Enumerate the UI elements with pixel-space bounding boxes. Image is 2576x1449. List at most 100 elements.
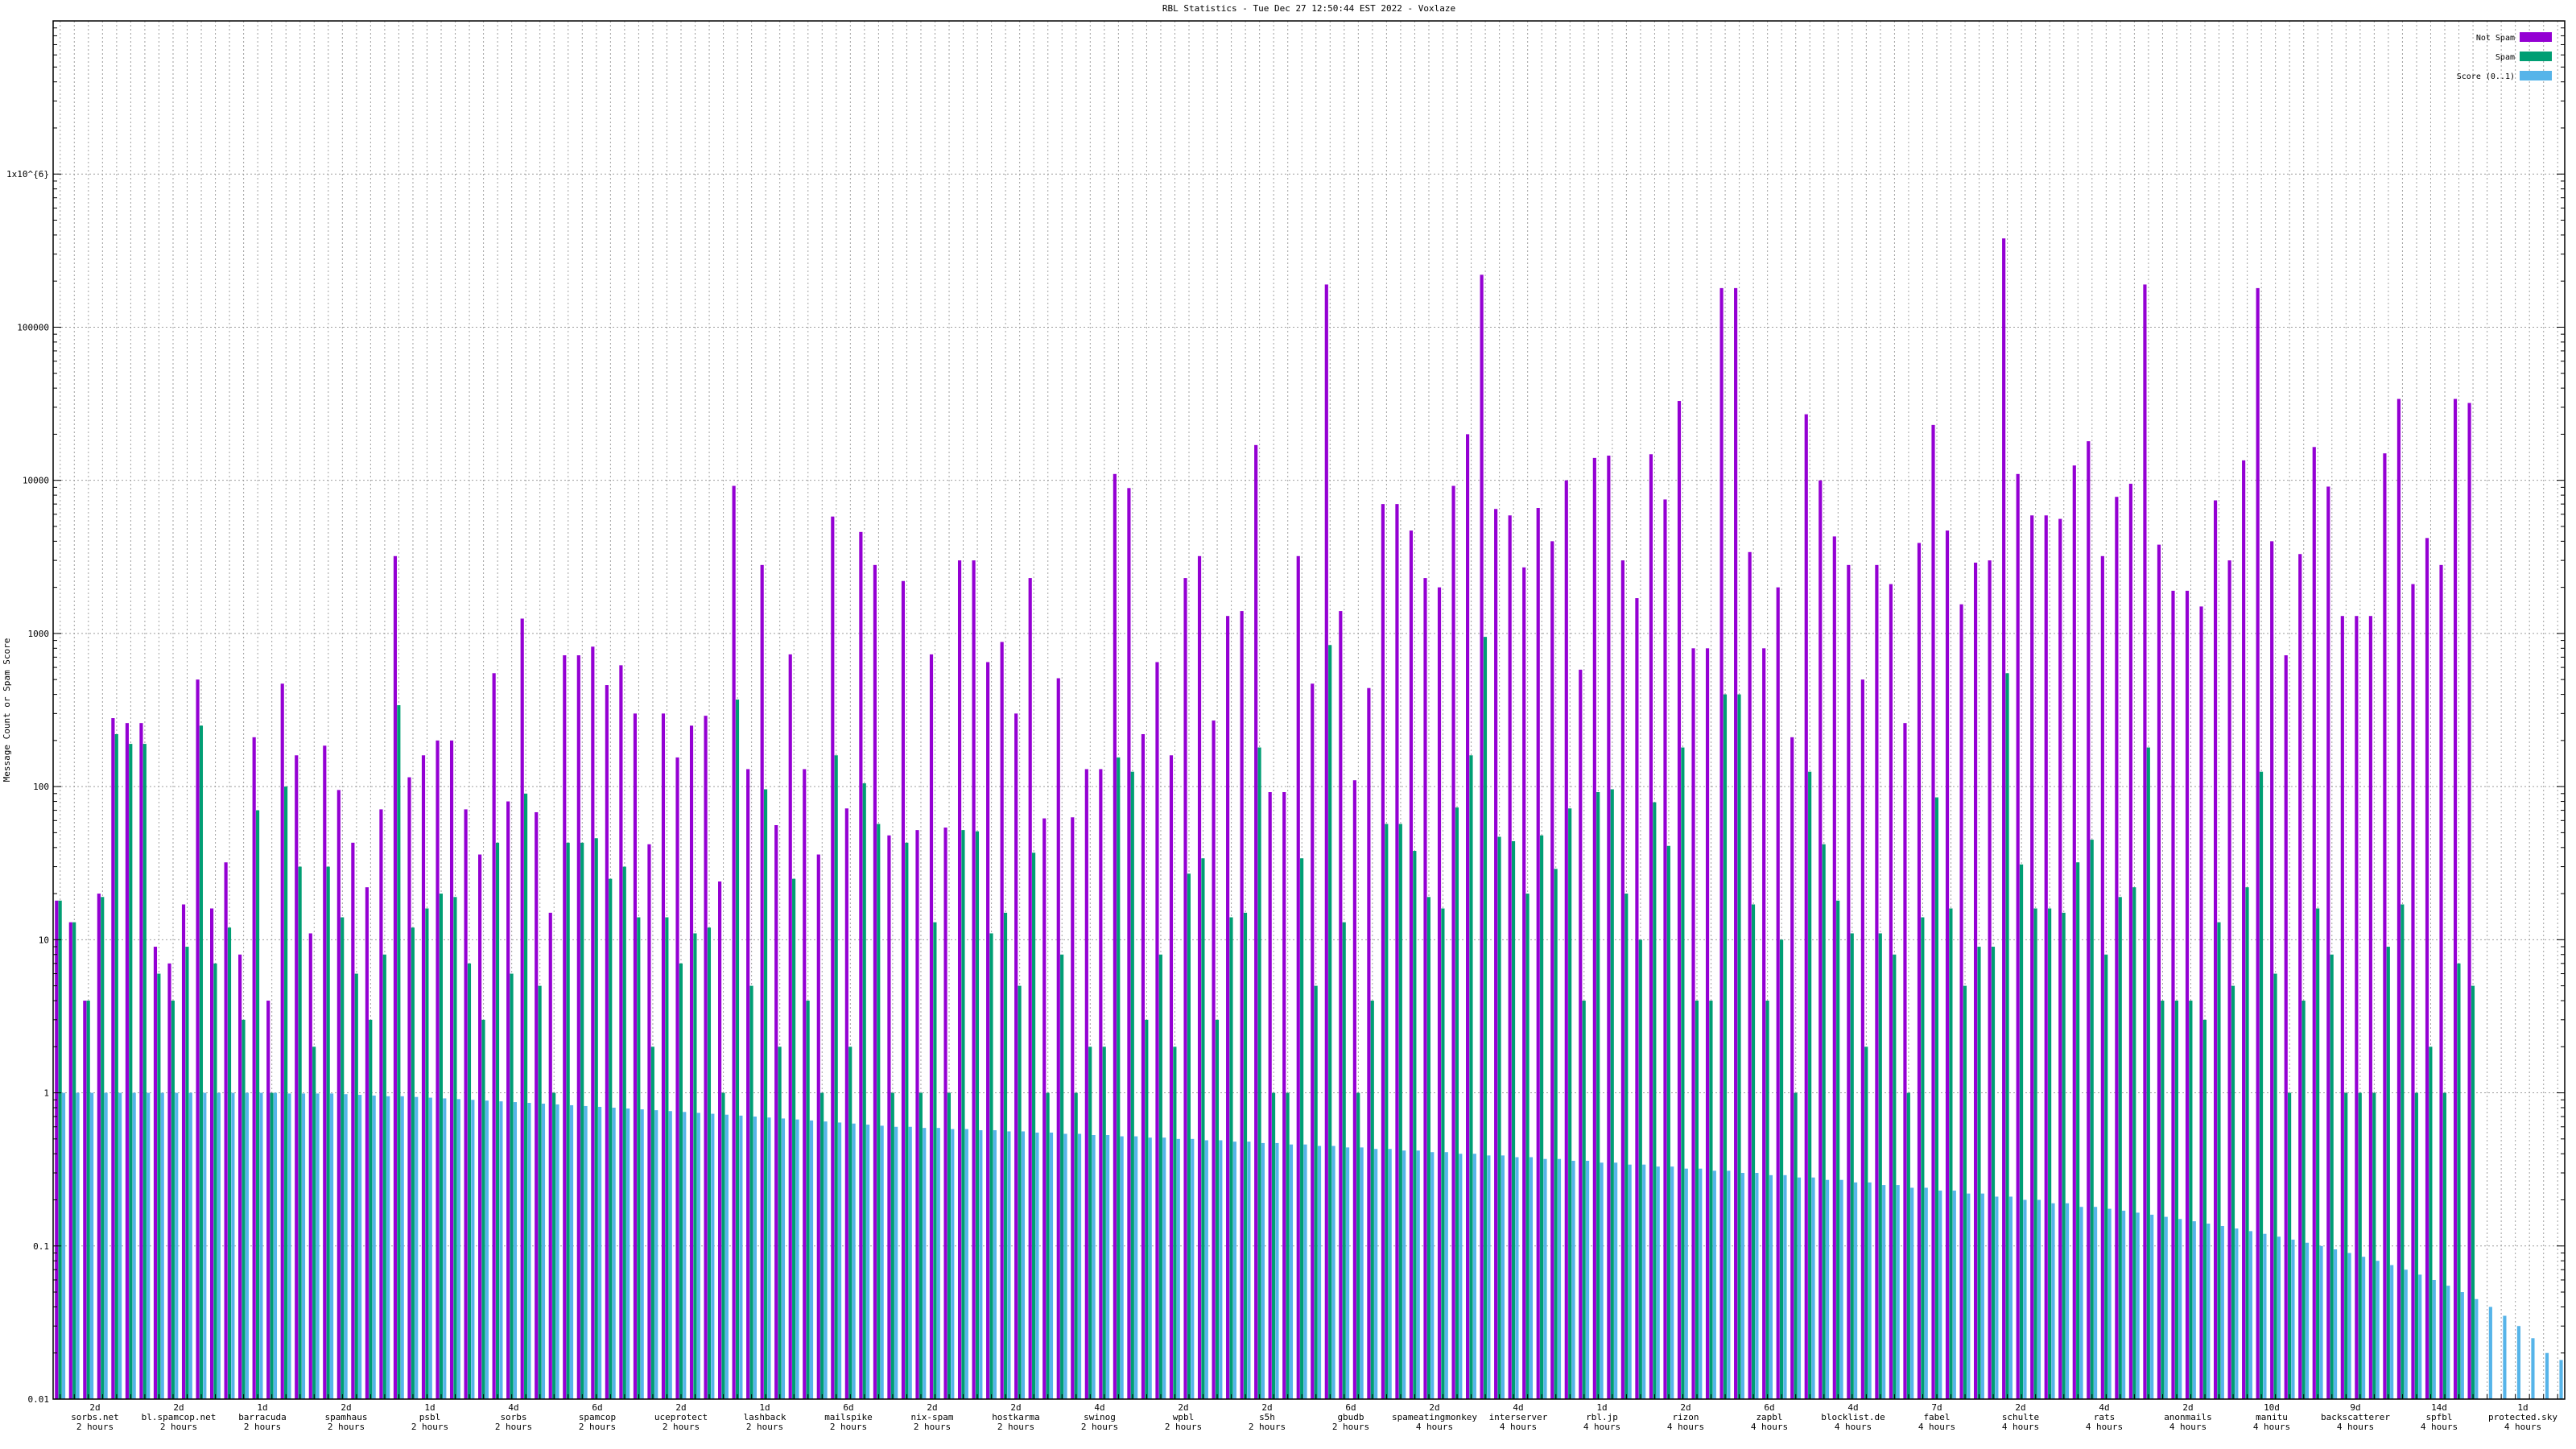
score-bar: [1727, 1170, 1731, 1399]
spam-bar: [1638, 939, 1642, 1399]
spam-bar: [2429, 1046, 2433, 1399]
spam-bar: [1229, 917, 1233, 1399]
legend-label: Score (0..1): [2457, 72, 2515, 81]
not-spam-bar: [252, 737, 256, 1399]
not-spam-bar: [803, 769, 807, 1399]
spam-bar: [848, 1046, 852, 1399]
score-bar: [231, 1092, 235, 1399]
spam-bar: [1666, 845, 1670, 1399]
score-bar: [880, 1125, 884, 1399]
score-bar: [147, 1092, 151, 1399]
score-bar: [160, 1092, 164, 1399]
not-spam-bar: [1508, 515, 1512, 1400]
not-spam-bar: [1579, 669, 1583, 1399]
x-tick-label: 2d sorbs.net 2 hours: [71, 1402, 119, 1432]
score-bar: [443, 1098, 447, 1399]
score-bar: [217, 1092, 221, 1399]
spam-bar: [1765, 1001, 1769, 1399]
spam-bar: [1525, 894, 1530, 1399]
score-bar: [2178, 1219, 2182, 1399]
spam-bar: [157, 973, 161, 1399]
spam-bar: [382, 954, 386, 1399]
score-bar: [612, 1107, 616, 1399]
not-spam-bar: [1748, 551, 1752, 1399]
not-spam-bar: [2100, 555, 2104, 1400]
not-spam-bar: [1734, 287, 1738, 1399]
not-spam-bar: [1311, 683, 1315, 1399]
not-spam-bar: [1014, 713, 1018, 1399]
score-bar: [358, 1095, 362, 1399]
score-bar: [1868, 1182, 1872, 1399]
spam-bar: [1794, 1092, 1798, 1399]
score-bar: [1656, 1166, 1660, 1399]
spam-bar: [199, 725, 204, 1399]
spam-bar: [369, 1019, 373, 1399]
not-spam-bar: [421, 755, 426, 1399]
not-spam-bar: [1226, 616, 1230, 1399]
score-bar: [2475, 1298, 2479, 1399]
score-bar: [838, 1122, 842, 1399]
spam-bar: [877, 824, 881, 1399]
not-spam-bar: [1127, 488, 1131, 1399]
x-tick-label: 2d bl.spamcop.net 2 hours: [142, 1402, 217, 1432]
spam-bar: [1088, 1046, 1092, 1399]
not-spam-bar: [1620, 560, 1624, 1399]
score-bar: [1374, 1149, 1378, 1399]
score-bar: [2263, 1233, 2267, 1399]
score-bar: [1232, 1141, 1236, 1399]
not-spam-bar: [336, 790, 341, 1399]
score-bar: [979, 1129, 983, 1399]
not-spam-bar: [196, 679, 200, 1399]
score-bar: [1191, 1138, 1195, 1399]
spam-bar: [1822, 844, 1826, 1399]
not-spam-bar: [2199, 606, 2203, 1399]
not-spam-bar: [1691, 648, 1695, 1399]
legend-swatch: [2520, 32, 2552, 42]
spam-bar: [1117, 757, 1121, 1399]
not-spam-bar: [1550, 541, 1554, 1399]
score-bar: [951, 1129, 955, 1399]
spam-bar: [1681, 747, 1685, 1399]
not-spam-bar: [478, 854, 482, 1399]
score-bar: [668, 1111, 672, 1399]
not-spam-bar: [1113, 473, 1117, 1399]
x-tick-label: 2d uceprotect 2 hours: [654, 1402, 708, 1432]
spam-bar: [1426, 897, 1430, 1399]
not-spam-bar: [1268, 791, 1272, 1399]
spam-bar: [2217, 922, 2221, 1399]
not-spam-bar: [1000, 642, 1004, 1399]
score-bar: [1712, 1170, 1716, 1399]
spam-bar: [961, 830, 965, 1399]
score-bar: [527, 1103, 531, 1399]
not-spam-bar: [1649, 454, 1653, 1400]
spam-bar: [1145, 1019, 1149, 1399]
not-spam-bar: [2143, 284, 2147, 1399]
not-spam-bar: [181, 904, 186, 1399]
score-bar: [1769, 1174, 1773, 1399]
not-spam-bar: [2213, 500, 2218, 1399]
score-bar: [2376, 1261, 2380, 1399]
score-bar: [2079, 1207, 2083, 1399]
not-spam-bar: [1875, 564, 1879, 1399]
spam-bar: [919, 1092, 923, 1399]
x-tick-label: 2d spamhaus 2 hours: [325, 1402, 368, 1432]
score-bar: [923, 1128, 927, 1399]
not-spam-bar: [1663, 499, 1667, 1399]
score-bar: [696, 1113, 700, 1399]
score-bar: [273, 1092, 278, 1399]
not-spam-bar: [351, 842, 355, 1399]
y-tick-label: 1: [43, 1088, 49, 1099]
spam-bar: [2457, 963, 2461, 1399]
spam-bar: [1370, 1001, 1374, 1399]
score-bar: [1360, 1147, 1364, 1399]
not-spam-bar: [548, 912, 552, 1399]
not-spam-bar: [605, 685, 609, 1399]
spam-bar: [481, 1019, 485, 1399]
not-spam-bar: [1790, 737, 1794, 1399]
spam-bar: [566, 842, 570, 1399]
spam-bar: [862, 783, 866, 1399]
x-tick-label: 2d schulte 4 hours: [2002, 1402, 2039, 1432]
spam-bar: [1497, 836, 1501, 1399]
not-spam-bar: [2368, 616, 2372, 1399]
not-spam-bar: [1494, 509, 1498, 1400]
